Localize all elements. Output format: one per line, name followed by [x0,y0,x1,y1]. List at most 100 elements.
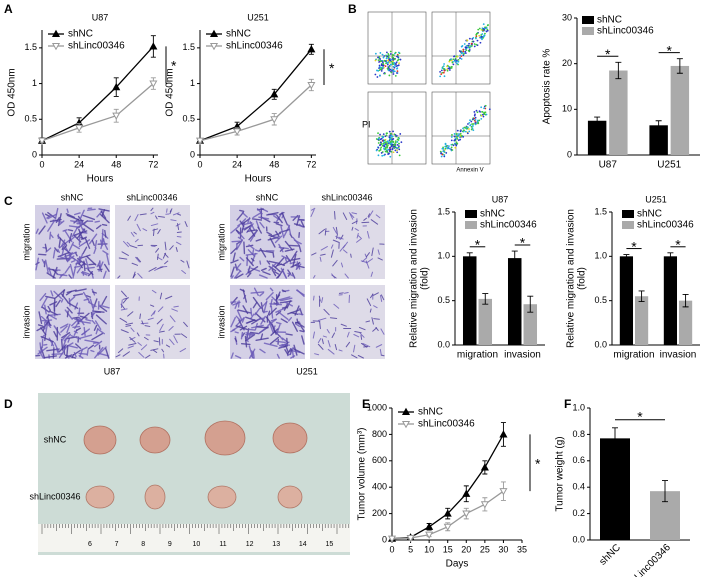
flow-dot [475,43,478,46]
cell [55,347,59,353]
cell [85,318,92,322]
error-bar [667,252,674,261]
cell [103,263,110,273]
flow-dot [462,130,465,133]
cell [329,317,338,319]
flow-dot [441,71,444,74]
flow-dot [383,55,386,57]
cell [120,329,129,334]
cell [276,274,281,279]
cell [259,247,267,258]
cell [86,349,89,356]
bar [478,298,493,345]
chart: 0.0 0.2 0.4 0.6 0.8 1.0 Tumor weight (g) shNC sh… [555,402,690,577]
cell [247,217,251,224]
flow-dot [442,65,445,68]
cell [74,302,79,310]
cell [66,323,71,334]
cell [245,337,249,343]
flow-dot [400,141,403,144]
cell [55,289,66,299]
cell [169,315,176,323]
legend-swatch [465,221,477,229]
cell [317,317,327,322]
flow-dot [443,63,446,65]
flow-dot [448,67,451,70]
cell [373,318,380,320]
marker [406,534,415,543]
cell [156,318,163,325]
cell [350,253,352,258]
cell [332,226,338,234]
flow-dot [380,146,383,149]
cell [87,344,95,350]
cell [284,257,288,264]
flow-dot [440,69,443,72]
ruler-number: 10 [193,541,201,548]
cell [101,295,108,306]
flow-dot [379,144,381,147]
cell [283,303,288,311]
chart-title: U87 [492,194,509,204]
legend-label: shNC [480,209,505,220]
flow-dot [450,136,453,138]
cell [61,248,65,257]
cell [66,208,69,214]
cell [56,273,68,277]
flow-dot [464,52,467,55]
cell [44,333,47,341]
cell [238,232,245,240]
significance-label: * [171,58,177,74]
error-bar [594,116,601,125]
flow-dot [483,111,486,114]
cell [56,257,71,260]
cell [371,317,374,325]
cell [357,354,364,359]
flow-dot [444,143,447,146]
flow-dot [392,54,395,57]
x-tick-label: U87 [599,160,618,171]
y-axis-label: Tumor volume (mm³) [357,428,368,521]
flow-dot [467,126,469,129]
cell [52,347,55,359]
cell [48,313,61,316]
cell [121,290,127,298]
cell [327,340,331,348]
flow-dot [445,152,448,154]
flow-dot [451,149,454,151]
panel-letter: F [564,397,571,411]
y-tick-label: 0 [567,149,572,159]
flow-dot [459,136,461,139]
flow-dot [486,24,489,27]
cell [62,338,67,349]
cell [311,207,316,211]
marker [270,90,279,98]
cell [91,306,95,318]
flow-dot [395,63,397,65]
cell [85,258,90,271]
cell [330,249,334,258]
cell [70,220,83,224]
cell [271,323,277,335]
cell [48,337,55,347]
flow-dot [385,150,388,152]
cell [165,295,173,300]
cell [360,342,368,348]
error-bar [612,427,618,450]
cell [66,251,73,263]
flow-dot [456,136,458,138]
flow-dot [392,65,395,68]
cell [284,301,293,307]
x-tick-label: 10 [424,544,434,554]
cell [231,275,234,279]
cell [88,263,96,266]
cell [332,259,338,267]
cell [366,230,370,239]
flow-frame [431,11,491,85]
cell [359,332,365,338]
y-tick-label: 1000 [367,402,387,412]
cell [330,244,334,249]
flow-dot [450,139,453,142]
cell [235,325,249,331]
flow-dot [482,115,485,118]
